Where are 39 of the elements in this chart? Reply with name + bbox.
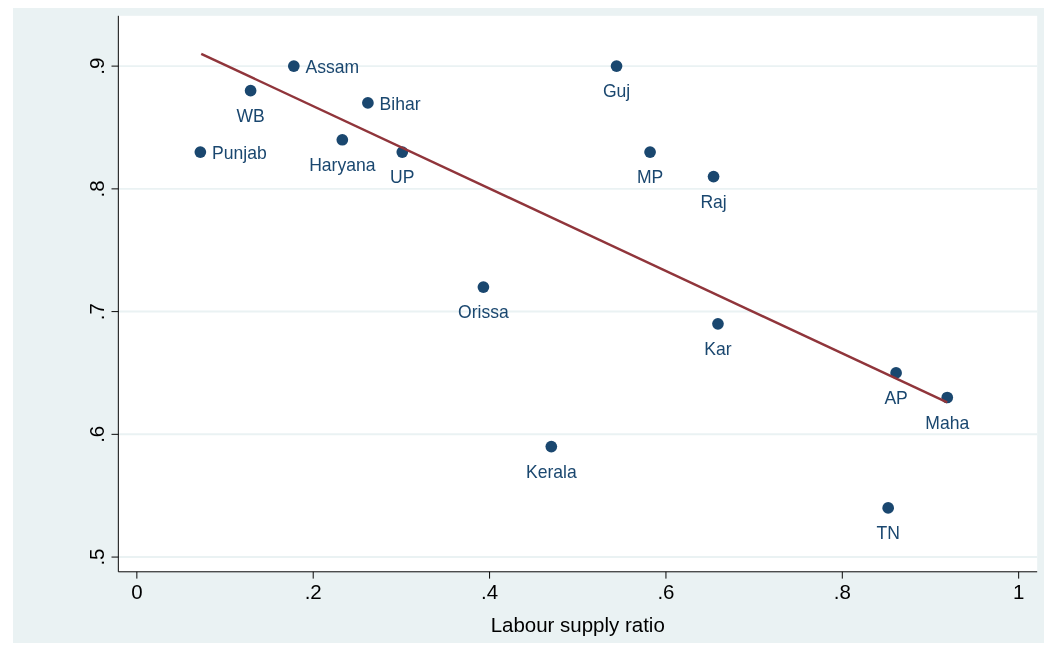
y-tick-label: .5 — [84, 548, 108, 566]
annotation: Maha — [925, 412, 970, 433]
point — [336, 133, 349, 146]
point — [610, 60, 623, 72]
point — [644, 146, 656, 158]
annotation: Guj — [602, 81, 631, 102]
point — [712, 318, 724, 330]
y-tick-label: .7 — [84, 303, 108, 321]
x-tick-label: .4 — [481, 580, 499, 604]
x-tick-label: 0 — [131, 580, 143, 604]
point — [287, 60, 300, 72]
point — [477, 281, 490, 293]
y-tick-label: .8 — [84, 180, 108, 198]
point — [707, 170, 720, 183]
point — [194, 146, 207, 158]
x-tick-label: .2 — [304, 580, 322, 604]
annotation: Kerala — [525, 461, 577, 482]
annotation: Kar — [704, 339, 732, 360]
annotation: AP — [884, 388, 908, 409]
x-tick-label: .6 — [657, 580, 675, 604]
y-tick-label: .6 — [84, 425, 108, 443]
annotation: TN — [876, 523, 900, 544]
y-tick-label: .9 — [84, 57, 108, 75]
annotation: Assam — [305, 56, 360, 77]
x-tick-label: .8 — [833, 580, 851, 604]
annotation: UP — [390, 167, 415, 188]
point — [882, 502, 895, 514]
annotation: Orissa — [458, 302, 509, 323]
point — [545, 440, 558, 453]
annotation: Raj — [700, 191, 727, 212]
annotation: Bihar — [379, 93, 421, 114]
x-tick-label: 1 — [1012, 580, 1025, 604]
x-axis-title: Labour supply ratio — [490, 613, 665, 637]
annotation: Punjab — [212, 142, 267, 163]
point — [362, 97, 374, 109]
point — [244, 84, 257, 97]
annotation: Haryana — [309, 154, 376, 175]
annotation: WB — [236, 105, 265, 126]
annotation: MP — [636, 167, 664, 188]
